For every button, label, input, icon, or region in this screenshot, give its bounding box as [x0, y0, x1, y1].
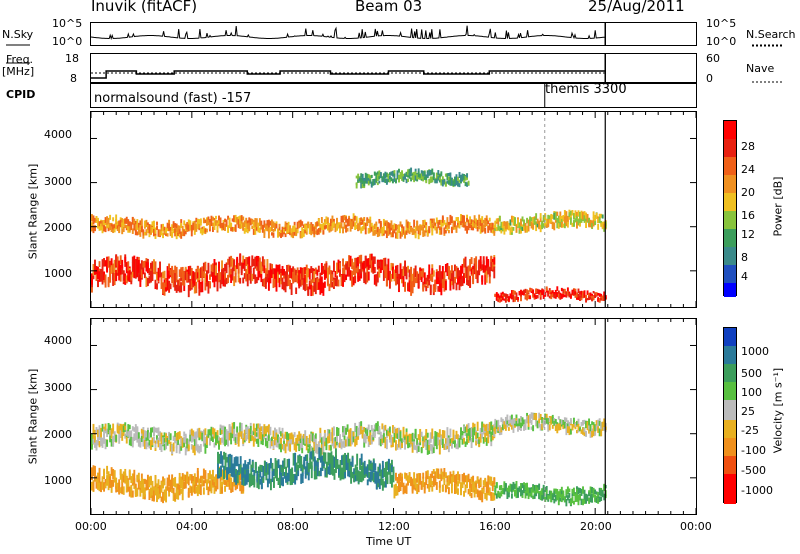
cpid-panel — [90, 83, 697, 108]
vel-band-0 — [91, 421, 496, 456]
noise-right-tick-top: 10^5 — [706, 17, 737, 30]
power-cbar-tick-20: 20 — [741, 186, 755, 199]
velocity-cbar-tick-neg1000: -1000 — [741, 484, 773, 497]
vel-band-2 — [217, 447, 395, 491]
vel-band-5 — [494, 481, 607, 507]
power-band-1 — [91, 213, 496, 240]
power-cbar-tick-16: 16 — [741, 209, 755, 222]
xtick-1600: 16:00 — [479, 520, 511, 533]
freq-left-tick-bottom: 8 — [70, 72, 77, 85]
velocity-ytick-1000: 1000 — [44, 474, 72, 487]
station-title: Inuvik (fitACF) — [91, 0, 198, 15]
velocity-cbar-tick-500: 500 — [741, 367, 762, 380]
freq-panel — [90, 53, 697, 83]
xtick-1200: 12:00 — [378, 520, 410, 533]
noise-left-tick-top: 10^5 — [52, 17, 83, 30]
velocity-cbar-tick-neg25: -25 — [741, 424, 759, 437]
power-panel — [90, 111, 697, 308]
freq-left-label-line2: [MHz] — [2, 65, 35, 78]
power-band-3 — [494, 286, 607, 303]
power-band-4 — [355, 167, 470, 189]
xaxis-label: Time UT — [366, 535, 412, 548]
power-colorbar — [723, 120, 737, 297]
velocity-cbar-tick-neg500: -500 — [741, 464, 766, 477]
noise-left-label: N.Sky — [2, 28, 34, 41]
xtick-0000: 00:00 — [75, 520, 107, 533]
freq-left-tick-top: 18 — [65, 52, 79, 65]
power-cbar-tick-12: 12 — [741, 228, 755, 241]
power-cbar-tick-24: 24 — [741, 163, 755, 176]
power-cbar-tick-8: 8 — [741, 251, 748, 264]
beam-title: Beam 03 — [355, 0, 423, 15]
xtick-0800: 08:00 — [277, 520, 309, 533]
velocity-cbar-tick-25: 25 — [741, 405, 755, 418]
power-band-0 — [91, 253, 496, 298]
date-title: 25/Aug/2011 — [588, 0, 685, 15]
xtick-2000: 20:00 — [580, 520, 612, 533]
velocity-colorbar — [723, 327, 737, 504]
power-ytick-2000: 2000 — [44, 221, 72, 234]
noise-right-label: N.Search — [746, 28, 796, 41]
power-cbar-tick-4: 4 — [741, 270, 748, 283]
velocity-cbar-tick-neg100: -100 — [741, 444, 766, 457]
noise-left-tick-bottom: 10^0 — [52, 35, 83, 48]
cpid-program-normalsound: normalsound (fast) -157 — [94, 91, 252, 106]
freq-right-tick-bottom: 0 — [706, 72, 713, 85]
freq-right-label: Nave — [746, 62, 775, 75]
cpid-label: CPID — [6, 88, 36, 101]
vel-band-4 — [494, 412, 607, 438]
vel-band-3 — [393, 467, 496, 503]
velocity-ytick-3000: 3000 — [44, 381, 72, 394]
power-band-2 — [494, 209, 607, 235]
power-cbar-tick-28: 28 — [741, 140, 755, 153]
velocity-cbar-tick-1000: 1000 — [741, 345, 769, 358]
power-ytick-4000: 4000 — [44, 128, 72, 141]
freq-trace — [91, 70, 606, 79]
freq-right-tick-top: 60 — [706, 52, 720, 65]
velocity-panel — [90, 318, 697, 515]
velocity-ytick-4000: 4000 — [44, 334, 72, 347]
noise-panel — [90, 22, 697, 46]
xtick-0400: 04:00 — [176, 520, 208, 533]
cpid-program-themis: themis 3300 — [545, 82, 627, 97]
velocity-ytick-2000: 2000 — [44, 428, 72, 441]
noise-right-tick-bottom: 10^0 — [706, 35, 737, 48]
power-ytick-1000: 1000 — [44, 267, 72, 280]
power-ytick-3000: 3000 — [44, 175, 72, 188]
velocity-cbar-tick-100: 100 — [741, 386, 762, 399]
xtick-2400: 00:00 — [680, 520, 712, 533]
noise-sky-trace — [90, 25, 606, 41]
